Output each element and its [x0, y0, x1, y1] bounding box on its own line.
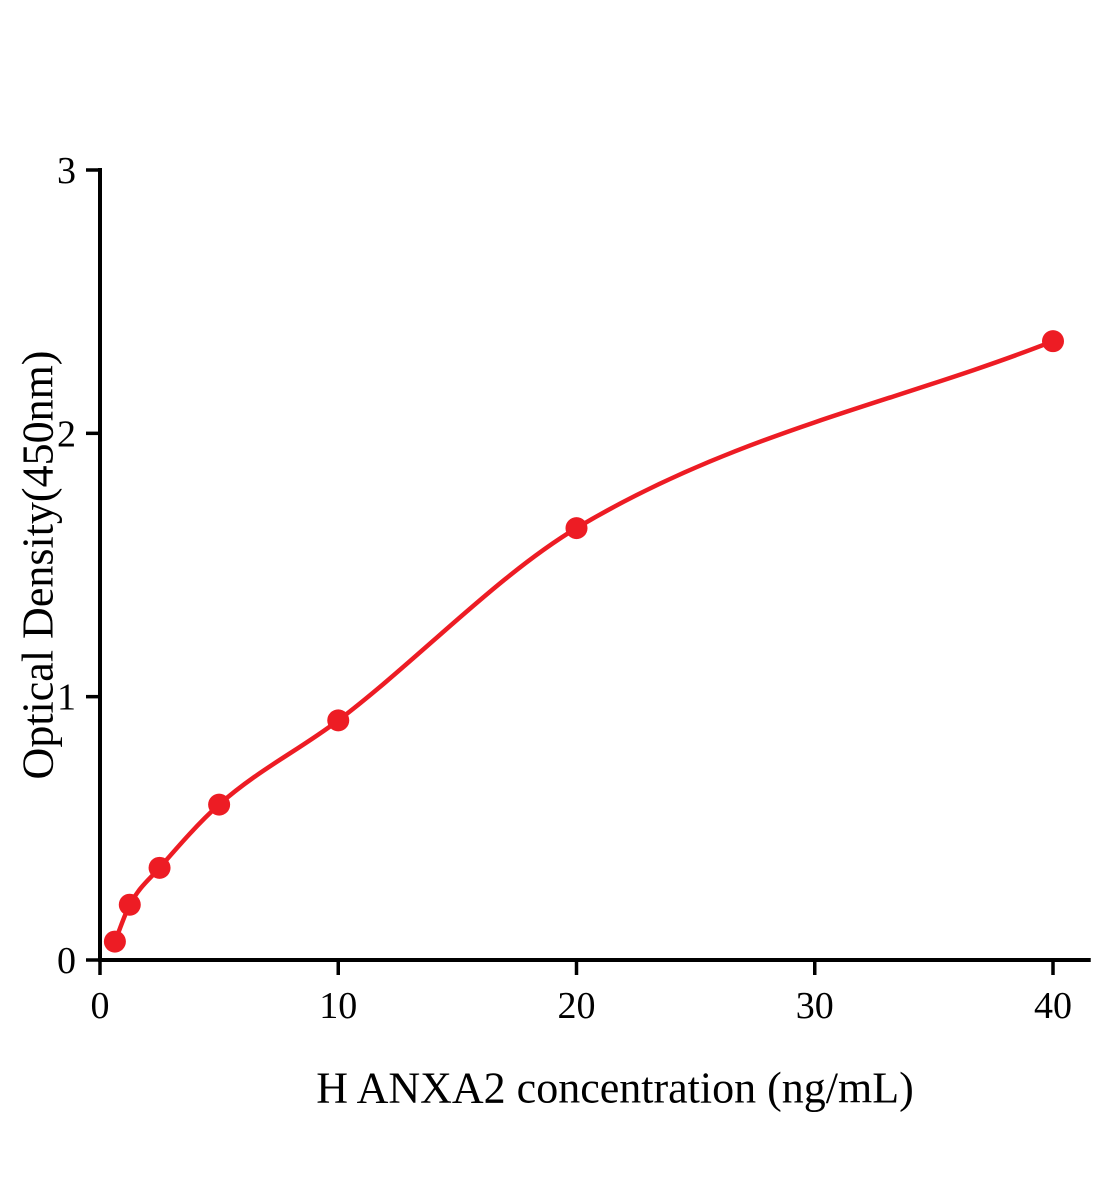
- x-tick-label: 30: [796, 985, 834, 1027]
- x-tick-label: 10: [319, 985, 357, 1027]
- data-point: [148, 856, 171, 879]
- y-tick-label: 0: [57, 940, 76, 982]
- x-axis-title: H ANXA2 concentration (ng/mL): [316, 1063, 914, 1113]
- y-axis-title: Optical Density(450nm): [13, 350, 63, 780]
- y-tick-label: 3: [57, 150, 76, 192]
- x-tick-label: 20: [558, 985, 596, 1027]
- data-point: [1042, 330, 1064, 353]
- data-point: [103, 930, 126, 953]
- data-point: [565, 517, 588, 540]
- data-point: [327, 709, 350, 732]
- x-tick-label: 40: [1034, 985, 1072, 1027]
- data-point: [208, 793, 231, 816]
- y-tick-label: 1: [57, 677, 76, 719]
- data-point: [118, 893, 141, 916]
- y-tick-label: 2: [57, 413, 76, 455]
- x-tick-label: 0: [91, 985, 110, 1027]
- standard-curve-line: [112, 338, 1056, 944]
